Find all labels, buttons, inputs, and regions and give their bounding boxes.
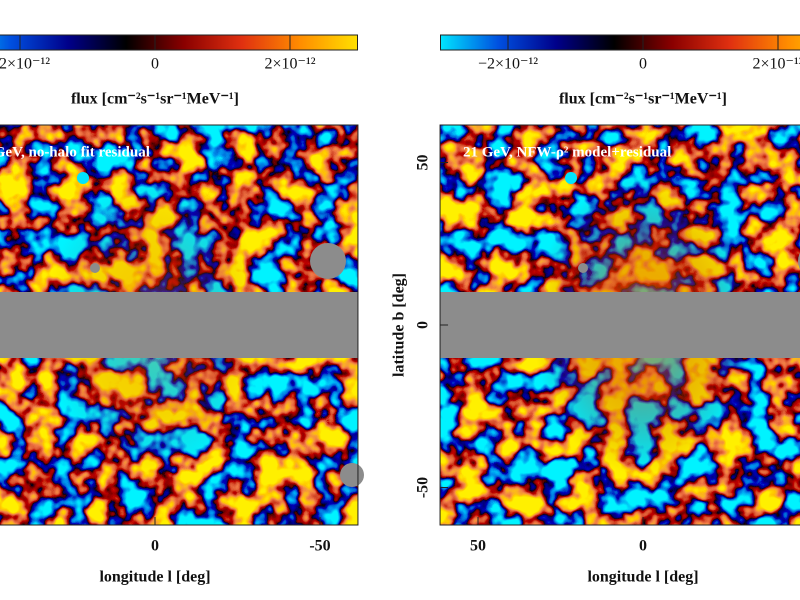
- colorbar-tick-label: −2×10⁻¹²: [478, 56, 538, 73]
- colorbar-label: flux [cm⁻²s⁻¹sr⁻¹MeV⁻¹]: [71, 91, 239, 108]
- hot-spot: [565, 172, 577, 184]
- y-axis-label: latitude b [deg]: [391, 273, 408, 377]
- x-tick-label: 50: [470, 538, 486, 555]
- x-axis-label: longitude l [deg]: [99, 569, 210, 586]
- source-mask: [578, 263, 588, 273]
- x-tick-label: 0: [639, 538, 647, 555]
- colorbar-tick-label: 2×10⁻¹²: [264, 56, 315, 73]
- y-tick-label: 50: [415, 155, 432, 171]
- colorbar-label: flux [cm⁻²s⁻¹sr⁻¹MeV⁻¹]: [559, 91, 727, 108]
- panel-title: 21 GeV, no-halo fit residual: [0, 144, 150, 160]
- map-panel: [0, 124, 364, 526]
- x-tick-label: -50: [309, 538, 330, 555]
- colorbar-tick-label: 0: [151, 56, 159, 73]
- source-mask: [340, 463, 364, 487]
- colorbar: [0, 34, 358, 51]
- colorbar-tick-label: 0: [639, 56, 647, 73]
- colorbar: [440, 34, 800, 51]
- plane-mask: [0, 292, 358, 358]
- plane-mask: [440, 292, 800, 358]
- x-tick-label: 0: [151, 538, 159, 555]
- source-mask: [310, 243, 346, 279]
- y-tick-label: 0: [415, 321, 432, 329]
- y-tick-label: -50: [415, 477, 432, 498]
- source-mask: [90, 263, 100, 273]
- colorbar-tick-label: −2×10⁻¹²: [0, 56, 50, 73]
- panel-title: 21 GeV, NFW-ρ² model+residual: [463, 144, 671, 160]
- colorbar-tick-label: 2×10⁻¹²: [752, 56, 800, 73]
- x-axis-label: longitude l [deg]: [587, 569, 698, 586]
- hot-spot: [77, 172, 89, 184]
- map-panel: [439, 124, 800, 526]
